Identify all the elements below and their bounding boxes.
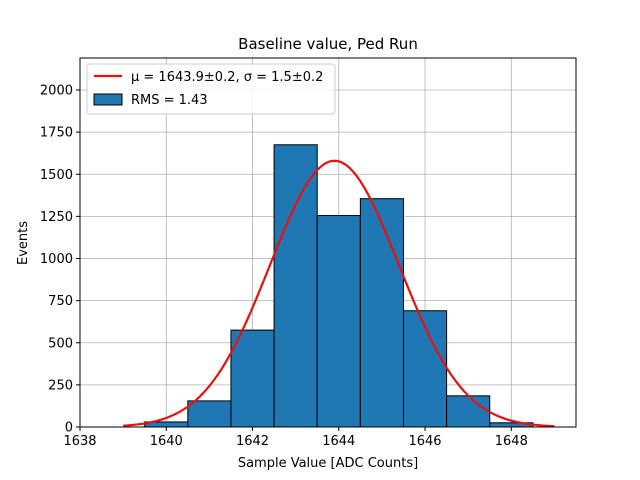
histogram-bar (273, 144, 318, 428)
x-tick-label: 1640 (150, 434, 183, 449)
y-axis-label: Events (16, 221, 31, 265)
histogram-bars (144, 144, 534, 428)
y-tick-label: 1500 (40, 168, 73, 183)
y-tick-label: 500 (48, 336, 73, 351)
x-axis-label: Sample Value [ADC Counts] (238, 456, 418, 471)
plot-frame (79, 57, 577, 428)
chart-title: Baseline value, Ped Run (238, 35, 418, 53)
x-tick-label: 1644 (322, 434, 355, 449)
histogram-bar (230, 329, 275, 428)
y-tick-label: 0 (65, 421, 73, 436)
histogram-bar (187, 400, 232, 428)
y-tick-label: 250 (48, 378, 73, 393)
x-tick-label: 1646 (408, 434, 441, 449)
x-tick-label: 1648 (495, 434, 528, 449)
y-axis-ticks: 0 250 500 750 1000 1250 1500 1750 2000 (40, 84, 80, 436)
y-tick-label: 1250 (40, 210, 73, 225)
histogram-bar (446, 395, 491, 428)
y-tick-label: 750 (48, 294, 73, 309)
histogram-bar (316, 215, 361, 428)
legend-box (86, 63, 336, 115)
x-tick-label: 1638 (63, 434, 96, 449)
x-tick-label: 1642 (236, 434, 269, 449)
legend: μ = 1643.9±0.2, σ = 1.5±0.2 RMS = 1.43 (86, 63, 336, 115)
legend-histogram-swatch (93, 93, 123, 106)
y-tick-label: 1750 (40, 126, 73, 141)
y-tick-label: 1000 (40, 252, 73, 267)
fit-curve (123, 159, 555, 428)
legend-fit-label: μ = 1643.9±0.2, σ = 1.5±0.2 (131, 70, 323, 85)
x-axis-ticks: 1638 1640 1642 1644 1646 1648 (63, 427, 528, 449)
histogram-bar (359, 198, 404, 428)
legend-histogram-label: RMS = 1.43 (131, 93, 208, 108)
y-tick-label: 2000 (40, 84, 73, 99)
